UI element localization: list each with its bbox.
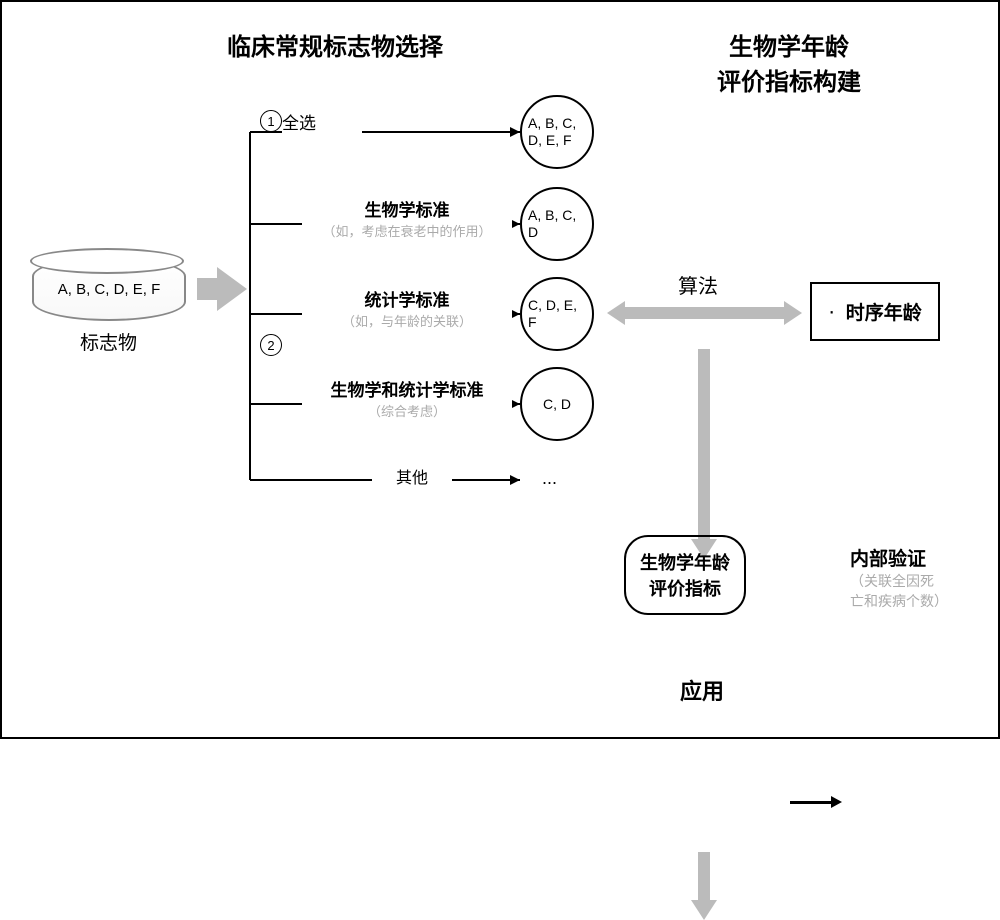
application-label: 应用 — [680, 674, 724, 706]
circle-3: C, D, E, F — [520, 277, 594, 351]
algo-label: 算法 — [678, 270, 718, 299]
branch-5: 其他 — [372, 464, 452, 488]
arrow-down-application — [692, 852, 716, 920]
circle-4: C, D — [520, 367, 594, 441]
heading-right-l1: 生物学年龄 — [717, 27, 861, 62]
num-2: 2 — [260, 334, 282, 356]
arrow-validation — [790, 796, 842, 809]
arrow-double-algo — [607, 301, 802, 325]
validation-sub1: （关联全因死 — [850, 571, 948, 591]
branch-2: 生物学标准 （如，考虑在衰老中的作用） — [302, 196, 512, 240]
circle-2: A, B, C, D — [520, 187, 594, 261]
circle-1: A, B, C, D, E, F — [520, 95, 594, 169]
circle-5-ellipsis: ... — [542, 468, 557, 489]
diagram-frame: 临床常规标志物选择 生物学年龄 评价指标构建 A, B, C, D, E, F … — [0, 0, 1000, 739]
branch-4: 生物学和统计学标准 （综合考虑） — [302, 376, 512, 420]
validation-sub2: 亡和疾病个数） — [850, 591, 948, 611]
db-content: A, B, C, D, E, F — [58, 281, 161, 298]
chrono-age-label: 时序年龄 — [846, 303, 922, 324]
heading-right: 生物学年龄 评价指标构建 — [717, 27, 861, 97]
indicator-box: 生物学年龄 评价指标 — [624, 535, 746, 615]
num-1: 1 — [260, 110, 282, 132]
heading-right-l2: 评价指标构建 — [717, 62, 861, 97]
bullet-icon: · — [828, 299, 835, 324]
chrono-age-box: · 时序年龄 — [810, 282, 940, 341]
arrow-down-indicator — [692, 349, 716, 559]
validation-block: 内部验证 （关联全因死 亡和疾病个数） — [850, 544, 948, 611]
branch-1: 全选 — [282, 109, 362, 134]
branch-3: 统计学标准 （如，与年龄的关联） — [302, 286, 512, 330]
validation-title: 内部验证 — [850, 544, 948, 571]
